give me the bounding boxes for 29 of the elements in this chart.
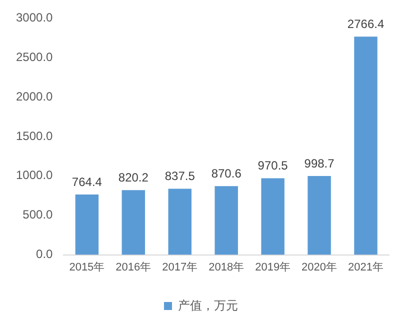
y-tick-label: 500.0 bbox=[22, 208, 54, 222]
x-tick-label: 2017年 bbox=[162, 261, 198, 274]
x-tick-label: 2016年 bbox=[116, 261, 152, 274]
y-tick-label: 1000.0 bbox=[16, 168, 54, 182]
x-tick-label: 2020年 bbox=[302, 261, 338, 274]
legend-label: 产值，万元 bbox=[178, 298, 238, 312]
x-tick-label: 2015年 bbox=[69, 261, 105, 274]
y-tick-label: 1500.0 bbox=[16, 128, 54, 143]
data-label: 2766.4 bbox=[347, 16, 384, 31]
y-tick-label: 0.0 bbox=[36, 247, 54, 262]
bar bbox=[308, 176, 331, 255]
bar bbox=[168, 188, 192, 255]
x-tick-label: 2019年 bbox=[255, 261, 291, 274]
x-tick-label: 2018年 bbox=[208, 261, 244, 274]
data-label: 870.6 bbox=[211, 166, 242, 180]
bar bbox=[122, 190, 146, 255]
bar bbox=[75, 194, 99, 255]
y-tick-label: 2000.0 bbox=[16, 89, 54, 104]
bar bbox=[214, 186, 238, 255]
data-label: 837.5 bbox=[164, 169, 196, 184]
y-tick-label: 2500.0 bbox=[16, 50, 54, 64]
x-tick-label: 2021年 bbox=[348, 261, 384, 274]
bar bbox=[354, 36, 378, 255]
data-label: 820.2 bbox=[118, 170, 149, 184]
data-label: 970.5 bbox=[258, 158, 288, 173]
y-tick-label: 3000.0 bbox=[16, 10, 54, 25]
data-label: 998.7 bbox=[304, 156, 335, 170]
data-label: 764.4 bbox=[72, 174, 102, 189]
bar bbox=[261, 178, 284, 255]
